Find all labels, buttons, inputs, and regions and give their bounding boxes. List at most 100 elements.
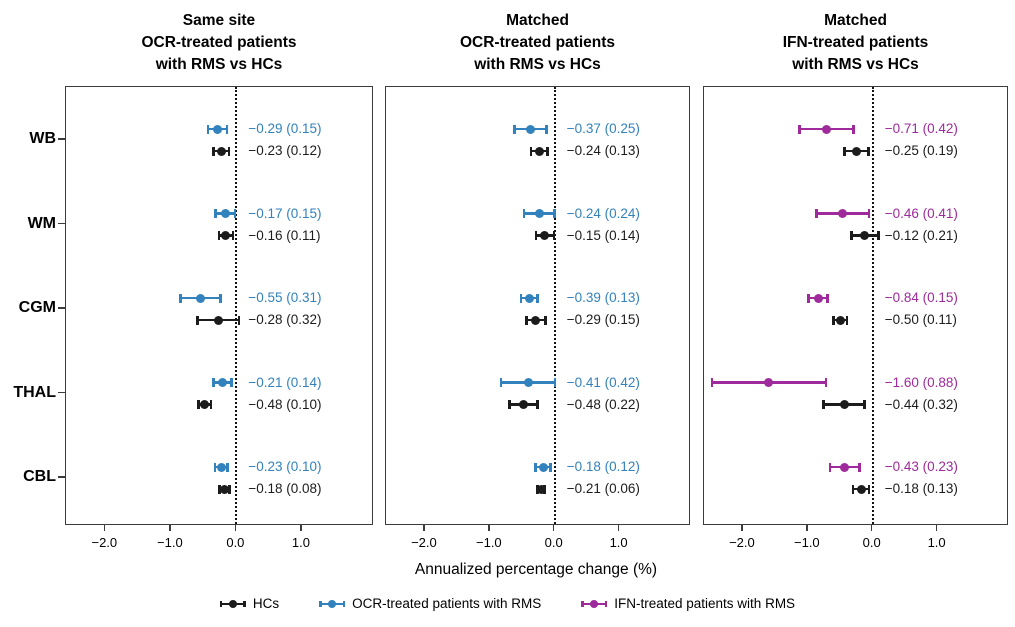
panel-title: Matched IFN-treated patients with RMS vs…: [782, 12, 929, 73]
zero-reference-line: [871, 87, 874, 524]
legend-cap: [342, 600, 346, 607]
point-marker: [538, 462, 548, 472]
error-bar-cap-left: [206, 124, 210, 134]
treated-value-label: −0.46 (0.41): [884, 205, 958, 221]
error-bar-cap-left: [534, 462, 537, 472]
point-marker: [822, 124, 832, 134]
error-bar-cap-right: [219, 293, 222, 303]
panel: −0.71 (0.42) −0.25 (0.19) −0.46 (0.41) −0.1…: [703, 86, 1008, 525]
point-marker: [838, 209, 848, 218]
error-bar-cap-left: [519, 293, 523, 303]
hc-value-label: −0.16 (0.11): [248, 227, 321, 243]
y-axis-category-label: THAL: [13, 383, 56, 401]
error-bar-cap-left: [529, 146, 533, 156]
error-bar-cap-right: [209, 400, 213, 409]
y-axis-tick: [58, 222, 65, 225]
legend-dot: [328, 599, 337, 608]
point-marker: [519, 400, 529, 409]
legend-item: OCR-treated patients with RMS: [319, 596, 541, 611]
error-bar-cap-left: [218, 484, 221, 494]
x-axis-tick-label: −2.0: [411, 535, 437, 550]
legend: HCs OCR-treated patients with RMS IFN-trea…: [0, 596, 1015, 611]
treated-value-label: −0.39 (0.13): [566, 290, 640, 305]
x-axis-tick-label: 1.0: [291, 535, 310, 550]
x-axis-tick-label: −2.0: [91, 535, 118, 550]
error-bar-cap-left: [522, 209, 526, 218]
x-axis-tick-label: −2.0: [729, 535, 755, 550]
x-axis-tick: [741, 525, 743, 531]
point-marker: [216, 462, 226, 472]
x-axis-tick-label: −1.0: [793, 535, 820, 550]
legend-marker-icon: [319, 599, 346, 609]
x-axis-tick: [552, 525, 555, 531]
treated-value-label: −0.18 (0.12): [566, 459, 640, 474]
error-bar-cap-left: [508, 400, 511, 409]
treated-value-label: −0.71 (0.42): [884, 121, 958, 136]
error-bar-cap-right: [545, 124, 548, 134]
legend-cap: [319, 600, 322, 607]
x-axis-tick-label: −1.0: [475, 535, 502, 550]
error-bar-cap-left: [212, 378, 215, 387]
point-marker: [835, 315, 845, 325]
point-marker: [523, 378, 533, 387]
treated-value-label: −0.29 (0.15): [248, 121, 322, 136]
error-bar-cap-right: [544, 315, 547, 325]
error-bar-cap-left: [499, 378, 503, 387]
x-axis-tick-label: −1.0: [157, 535, 183, 550]
error-bar-cap-left: [212, 146, 215, 156]
x-axis-tick: [103, 525, 106, 531]
hc-value-label: −0.12 (0.21): [884, 227, 958, 243]
error-bar-cap-right: [858, 462, 861, 472]
point-marker: [220, 209, 230, 218]
panel-title: Same site OCR-treated patients with RMS …: [141, 12, 297, 73]
error-bar-cap-left: [197, 400, 200, 409]
x-axis-tick: [300, 525, 302, 531]
y-axis-category-label: CGM: [18, 299, 56, 316]
legend-item: IFN-treated patients with RMS: [581, 596, 795, 611]
error-bar-cap-right: [877, 231, 880, 240]
error-bar-cap-left: [798, 124, 801, 134]
point-marker: [531, 315, 541, 325]
hc-value-label: −0.18 (0.13): [884, 481, 958, 496]
error-bar-cap-left: [850, 231, 853, 240]
zero-reference-line: [235, 87, 238, 524]
error-bar-cap-right: [230, 378, 233, 387]
y-axis-tick: [58, 391, 65, 394]
error-bar-cap-right: [231, 231, 235, 240]
point-marker: [813, 293, 823, 303]
error-bar-cap-right: [227, 146, 231, 156]
y-axis-category-label: WM: [27, 214, 56, 232]
error-bar-cap-left: [828, 462, 832, 472]
treated-value-label: −0.37 (0.25): [566, 121, 640, 136]
error-bar-cap-right: [536, 293, 539, 303]
panel: −0.29 (0.15) −0.23 (0.12) −0.17 (0.15) −0.1…: [65, 86, 373, 525]
legend-cap: [604, 600, 608, 607]
error-bar-cap-right: [237, 315, 240, 325]
x-axis-tick: [617, 525, 620, 531]
legend-cap: [219, 600, 223, 607]
legend-label: OCR-treated patients with RMS: [352, 596, 542, 611]
legend-cap: [581, 600, 584, 607]
error-bar-cap-right: [226, 462, 229, 472]
treated-value-label: −0.55 (0.31): [248, 290, 322, 305]
point-marker: [536, 484, 546, 494]
hc-value-label: −0.18 (0.08): [248, 481, 322, 496]
error-bar-cap-left: [843, 146, 846, 156]
legend-marker-icon: [219, 599, 246, 609]
error-bar-cap-left: [513, 124, 516, 134]
point-marker: [839, 400, 849, 409]
error-bar-cap-right: [546, 146, 549, 156]
hc-value-label: −0.29 (0.15): [566, 312, 640, 327]
x-axis-tick: [806, 525, 808, 531]
zero-reference-line: [553, 87, 556, 524]
treated-value-label: −0.84 (0.15): [884, 290, 958, 305]
legend-dot: [228, 599, 237, 608]
x-axis-tick-label: 1.0: [609, 535, 628, 550]
error-bar-cap-right: [845, 315, 849, 325]
error-bar-cap-left: [214, 209, 217, 218]
point-marker: [200, 400, 210, 409]
error-bar-cap-right: [867, 484, 871, 494]
error-bar-cap-left: [196, 315, 199, 325]
point-marker: [212, 124, 222, 134]
error-bar-cap-left: [832, 315, 835, 325]
